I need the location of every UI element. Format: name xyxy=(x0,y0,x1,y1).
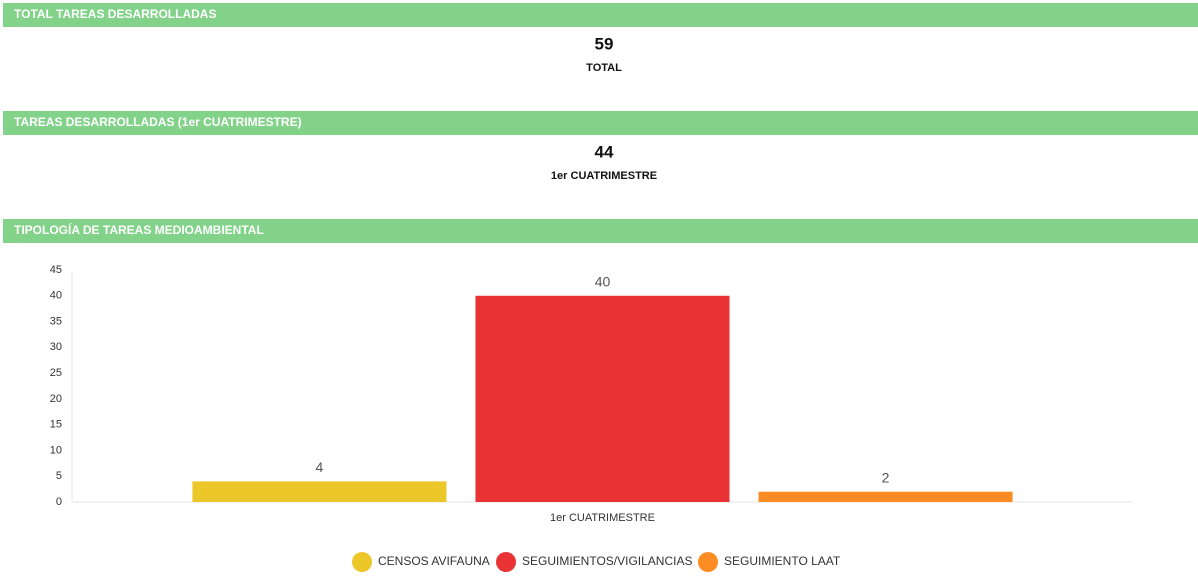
section-header xyxy=(3,111,1198,135)
y-tick-label: 30 xyxy=(50,341,62,353)
section-header xyxy=(3,219,1198,243)
y-tick-label: 15 xyxy=(50,419,62,431)
y-tick-label: 40 xyxy=(50,290,62,302)
y-tick-label: 35 xyxy=(50,315,62,327)
y-tick-label: 10 xyxy=(50,444,62,456)
y-tick-label: 0 xyxy=(56,496,62,508)
kpi-value: 59 xyxy=(595,34,614,53)
y-tick-label: 5 xyxy=(56,470,62,482)
y-tick-label: 45 xyxy=(50,264,62,276)
section-title: TOTAL TAREAS DESARROLLADAS xyxy=(14,7,216,21)
kpi-value: 44 xyxy=(595,142,614,161)
legend-swatch xyxy=(698,552,718,572)
value-label: 40 xyxy=(595,273,611,289)
y-tick-label: 20 xyxy=(50,393,62,405)
section-title: TAREAS DESARROLLADAS (1er CUATRIMESTRE) xyxy=(14,115,302,129)
y-tick-label: 25 xyxy=(50,367,62,379)
kpi-label: TOTAL xyxy=(586,62,622,74)
kpi-label: 1er CUATRIMESTRE xyxy=(551,170,657,182)
bar xyxy=(475,295,730,502)
legend-label: CENSOS AVIFAUNA xyxy=(378,554,490,568)
legend-label: SEGUIMIENTO LAAT xyxy=(724,554,841,568)
value-label: 2 xyxy=(882,469,890,485)
section-header xyxy=(3,3,1198,27)
x-tick-label: 1er CUATRIMESTRE xyxy=(550,512,655,524)
legend-swatch xyxy=(352,552,372,572)
bar xyxy=(192,481,447,502)
legend-label: SEGUIMIENTOS/VIGILANCIAS xyxy=(522,554,692,568)
value-label: 4 xyxy=(316,459,324,475)
legend-swatch xyxy=(496,552,516,572)
section-title: TIPOLOGÍA DE TAREAS MEDIOAMBIENTAL xyxy=(14,222,264,237)
bar xyxy=(758,491,1013,502)
